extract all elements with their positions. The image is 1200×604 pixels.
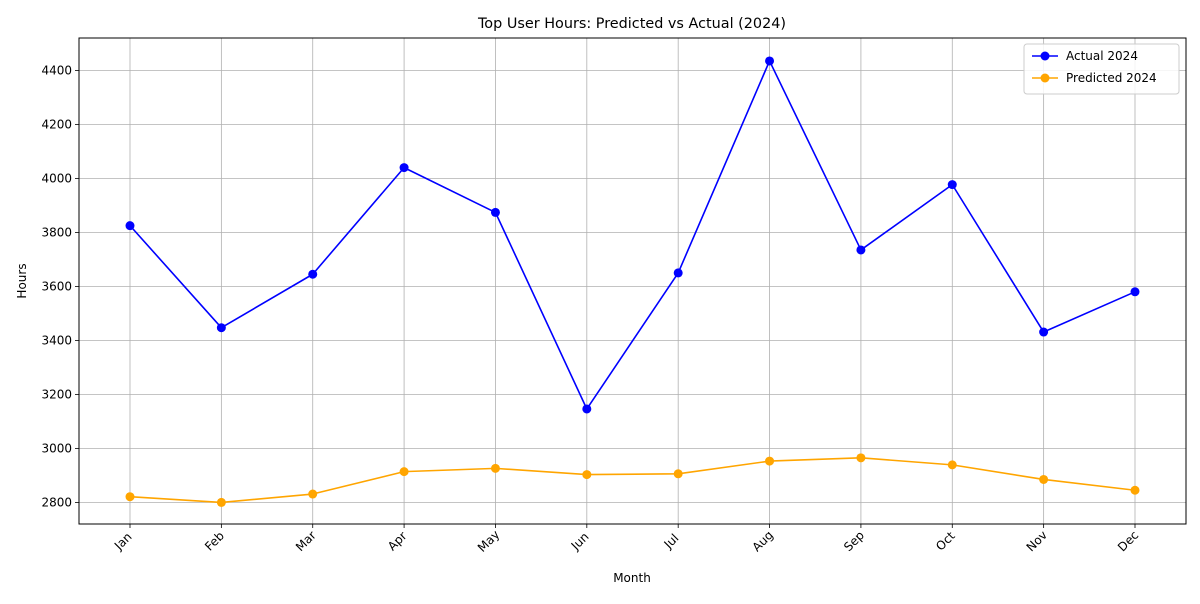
data-point <box>582 404 592 414</box>
y-tick-label: 4400 <box>41 63 72 77</box>
data-point <box>1130 485 1140 495</box>
data-point <box>490 463 500 473</box>
data-point <box>947 460 957 470</box>
legend-marker <box>1040 73 1050 83</box>
series-1 <box>125 453 1140 507</box>
y-tick-label: 3400 <box>41 333 72 347</box>
series-line <box>129 60 1136 410</box>
x-tick-label: Dec <box>1115 528 1141 554</box>
series-layer <box>125 56 1140 507</box>
series-line <box>129 457 1136 504</box>
y-tick-label: 3800 <box>41 225 72 239</box>
x-tick-label: Jul <box>661 531 682 552</box>
data-point <box>490 207 500 217</box>
legend: Actual 2024 Predicted 2024 <box>1023 43 1180 95</box>
x-tick-label: Nov <box>1024 528 1050 554</box>
x-tick-label: Sep <box>841 528 867 554</box>
legend-marker <box>1040 51 1050 61</box>
data-point <box>673 469 683 479</box>
legend-box <box>1023 43 1180 95</box>
data-point <box>582 470 592 480</box>
legend-label: Actual 2024 <box>1066 49 1138 63</box>
x-axis-label: Month <box>613 571 651 585</box>
x-tick-label: Jan <box>111 530 135 554</box>
x-tick-label: Jun <box>568 530 592 554</box>
data-point <box>125 221 135 231</box>
series-0 <box>125 56 1140 414</box>
legend-item: Predicted 2024 <box>1032 71 1157 85</box>
data-point <box>216 497 226 507</box>
plot-frame <box>78 37 1187 525</box>
data-point <box>308 489 318 499</box>
data-point <box>673 268 683 278</box>
chart-title: Top User Hours: Predicted vs Actual (202… <box>477 16 786 32</box>
y-axis-label: Hours <box>15 263 29 298</box>
x-tick-label: May <box>475 527 502 554</box>
data-point <box>1039 474 1049 484</box>
y-tick-label: 4200 <box>41 117 72 131</box>
x-tick-label: Aug <box>749 528 775 554</box>
data-point <box>399 163 409 173</box>
data-point <box>216 323 226 333</box>
y-tick-label: 2800 <box>41 495 72 509</box>
data-point <box>765 456 775 466</box>
legend-item: Actual 2024 <box>1032 49 1138 63</box>
grid-layer <box>79 38 1186 524</box>
tick-layer: Jan Feb Mar Apr May Jun Jul Aug Sep Oct Nov Dec 2800… <box>41 63 1141 554</box>
data-point <box>308 269 318 279</box>
x-tick-label: Mar <box>293 528 319 554</box>
data-point <box>1039 327 1049 337</box>
data-point <box>399 467 409 477</box>
data-point <box>856 245 866 255</box>
data-point <box>1130 287 1140 297</box>
legend-label: Predicted 2024 <box>1066 71 1157 85</box>
data-point <box>765 56 775 66</box>
x-tick-label: Oct <box>933 529 958 554</box>
data-point <box>856 453 866 463</box>
data-point <box>947 180 957 190</box>
y-tick-label: 3600 <box>41 279 72 293</box>
x-tick-label: Feb <box>202 529 227 554</box>
y-tick-label: 3000 <box>41 441 72 455</box>
y-tick-label: 4000 <box>41 171 72 185</box>
data-point <box>125 492 135 502</box>
x-tick-label: Apr <box>385 529 410 554</box>
y-tick-label: 3200 <box>41 387 72 401</box>
